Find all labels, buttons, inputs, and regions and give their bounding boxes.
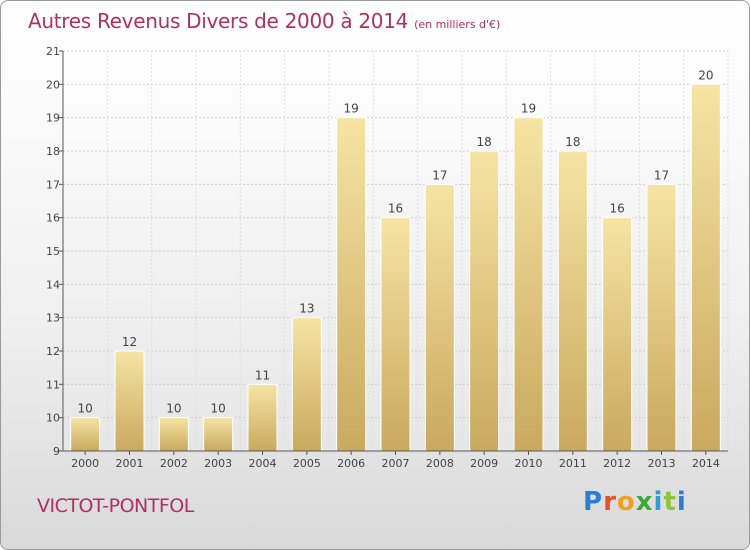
bar-2011 [557, 150, 588, 452]
data-label-2011: 18 [565, 135, 580, 149]
x-tick-label-2004: 2004 [249, 457, 277, 470]
y-tick-label: 21 [46, 45, 60, 58]
data-label-layer: 10 12 10 10 11 13 19 16 17 18 19 18 16 17 20 [78, 68, 714, 415]
city-name: VICTOT-PONTFOL [37, 495, 194, 517]
bar-2005 [291, 317, 322, 452]
data-label-2012: 16 [610, 202, 625, 216]
data-label-2002: 10 [166, 402, 181, 416]
logo-letter: i [653, 487, 664, 517]
x-tick-label-2005: 2005 [293, 457, 321, 470]
y-tick-label: 13 [46, 312, 60, 325]
bar-2010 [513, 117, 544, 452]
axis-layer: 9 10 11 12 13 14 15 16 17 18 19 20 21 2000 2001 2002 200… [46, 45, 728, 470]
y-tick-label: 11 [46, 378, 60, 391]
y-tick-label: 20 [46, 78, 60, 91]
bar-2014 [690, 83, 721, 452]
logo-letter: r [603, 487, 617, 517]
bar-2012 [602, 217, 633, 452]
bar-2001 [114, 350, 145, 452]
x-tick-label-2000: 2000 [71, 457, 99, 470]
data-label-2014: 20 [698, 68, 713, 82]
data-label-2003: 10 [211, 402, 226, 416]
y-tick-label: 9 [53, 445, 60, 458]
x-tick-label-2012: 2012 [603, 457, 631, 470]
logo-letter: i [676, 487, 687, 517]
bar-2007 [380, 217, 411, 452]
data-label-2006: 19 [344, 102, 359, 116]
data-label-2008: 17 [432, 168, 447, 182]
bar-2009 [469, 150, 500, 452]
bar-2000 [70, 417, 101, 452]
x-tick-label-2007: 2007 [382, 457, 410, 470]
bar-2002 [158, 417, 189, 452]
y-tick-label: 15 [46, 245, 60, 258]
data-label-2001: 12 [122, 335, 137, 349]
x-tick-label-2009: 2009 [470, 457, 498, 470]
data-label-2007: 16 [388, 202, 403, 216]
y-tick-label: 10 [46, 412, 60, 425]
y-tick-label: 12 [46, 345, 60, 358]
data-label-2010: 19 [521, 102, 536, 116]
x-tick-label-2011: 2011 [559, 457, 587, 470]
data-label-2000: 10 [78, 402, 93, 416]
bar-2006 [336, 117, 367, 452]
y-tick-label: 18 [46, 145, 60, 158]
data-label-2009: 18 [477, 135, 492, 149]
y-tick-label: 17 [46, 178, 60, 191]
bar-2008 [424, 183, 455, 452]
logo-letter: P [583, 487, 604, 517]
x-tick-label-2006: 2006 [337, 457, 365, 470]
chart-title-text: Autres Revenus Divers de 2000 à 2014 [28, 9, 409, 33]
x-tick-label-2002: 2002 [160, 457, 188, 470]
data-label-2005: 13 [299, 302, 314, 316]
y-tick-label: 16 [46, 212, 60, 225]
data-label-2013: 17 [654, 168, 669, 182]
x-tick-label-2008: 2008 [426, 457, 454, 470]
logo-letter: x [635, 487, 654, 517]
bar-2003 [203, 417, 234, 452]
bar-2004 [247, 383, 278, 452]
x-tick-label-2010: 2010 [515, 457, 543, 470]
x-tick-label-2013: 2013 [648, 457, 676, 470]
bar-2013 [646, 183, 677, 452]
y-tick-label: 14 [46, 278, 60, 291]
logo-letter: o [616, 487, 636, 517]
chart-title: Autres Revenus Divers de 2000 à 2014 (en … [28, 9, 500, 33]
y-tick-label: 19 [46, 112, 60, 125]
data-label-2004: 11 [255, 368, 270, 382]
x-tick-label-2001: 2001 [116, 457, 144, 470]
logo-letter: t [663, 487, 677, 517]
proxiti-logo: Proxiti [583, 487, 687, 517]
x-tick-label-2014: 2014 [692, 457, 720, 470]
chart-subtitle: (en milliers d'€) [414, 18, 501, 31]
x-tick-label-2003: 2003 [204, 457, 232, 470]
